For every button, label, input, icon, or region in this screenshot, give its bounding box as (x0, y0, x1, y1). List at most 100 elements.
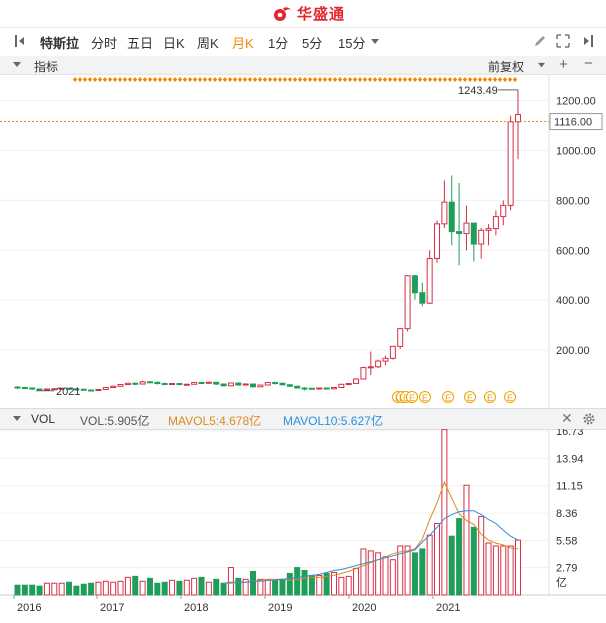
dividend-marker-icon[interactable] (504, 391, 516, 403)
candle[interactable] (367, 351, 374, 376)
candle[interactable] (198, 381, 205, 385)
tab-5min[interactable]: 5分 (302, 36, 323, 51)
volume-bar[interactable] (264, 579, 271, 596)
candle[interactable] (308, 387, 315, 390)
candle[interactable] (441, 180, 448, 228)
candle[interactable] (411, 274, 418, 300)
candle[interactable] (183, 383, 190, 386)
candle[interactable] (117, 384, 124, 387)
candle[interactable] (434, 220, 441, 263)
candle[interactable] (360, 366, 367, 380)
volume-bar[interactable] (478, 516, 485, 596)
candle[interactable] (29, 387, 36, 391)
gear-icon[interactable] (582, 412, 596, 426)
candle[interactable] (169, 383, 176, 386)
volume-bar[interactable] (441, 429, 448, 596)
candle[interactable] (294, 385, 301, 389)
candle[interactable] (301, 387, 308, 391)
volume-bar[interactable] (110, 581, 117, 596)
volume-bar[interactable] (242, 578, 249, 596)
fullscreen-icon[interactable] (556, 34, 570, 48)
volume-bar[interactable] (220, 582, 227, 596)
candle[interactable] (286, 384, 293, 387)
candle[interactable] (272, 381, 279, 385)
volume-bar[interactable] (330, 571, 337, 596)
candle[interactable] (279, 382, 286, 386)
candle[interactable] (323, 387, 330, 390)
volume-bar[interactable] (250, 570, 257, 596)
volume-bar[interactable] (213, 578, 220, 596)
candle[interactable] (242, 383, 249, 386)
volume-bar[interactable] (419, 548, 426, 596)
close-icon[interactable]: ✕ (561, 410, 573, 426)
volume-bar[interactable] (36, 585, 43, 596)
stock-name[interactable]: 特斯拉 (40, 36, 80, 51)
chevron-down-icon[interactable] (537, 62, 546, 69)
volume-bar[interactable] (132, 575, 139, 596)
dividend-marker-icon[interactable] (419, 391, 431, 403)
candle[interactable] (382, 355, 389, 366)
candle[interactable] (470, 222, 477, 262)
volume-bar[interactable] (382, 556, 389, 596)
candle[interactable] (463, 205, 470, 251)
candle[interactable] (110, 385, 117, 389)
chevron-down-icon[interactable] (370, 38, 380, 46)
volume-bar[interactable] (51, 582, 58, 596)
volume-bar[interactable] (66, 581, 73, 596)
volume-bar[interactable] (43, 582, 50, 596)
volume-bar[interactable] (257, 578, 264, 596)
volume-bar[interactable] (183, 579, 190, 596)
candle[interactable] (80, 388, 87, 391)
volume-bar[interactable] (169, 579, 176, 596)
candle[interactable] (88, 389, 95, 392)
candle[interactable] (397, 327, 404, 349)
volume-bar[interactable] (161, 581, 168, 596)
volume-bar[interactable] (375, 552, 382, 596)
candle[interactable] (73, 388, 80, 391)
candle[interactable] (66, 387, 73, 390)
volume-bar[interactable] (411, 552, 418, 596)
volume-bar[interactable] (154, 582, 161, 596)
candle[interactable] (485, 224, 492, 246)
dividend-marker-icon[interactable] (406, 391, 418, 403)
candle[interactable] (404, 275, 411, 332)
candle[interactable] (426, 250, 433, 304)
adjust-mode[interactable]: 前复权 (488, 60, 525, 74)
tab-monthly-k[interactable]: 月K (232, 36, 254, 51)
candle[interactable] (220, 383, 227, 387)
candle[interactable] (139, 380, 146, 385)
volume-bar[interactable] (279, 578, 286, 596)
volume-bar[interactable] (389, 559, 396, 596)
candle[interactable] (492, 210, 499, 236)
volume-bar[interactable] (88, 582, 95, 596)
volume-bar[interactable] (301, 570, 308, 596)
candle[interactable] (124, 382, 131, 386)
volume-bar[interactable] (198, 576, 205, 596)
candle[interactable] (43, 388, 50, 391)
volume-indicator-name[interactable]: VOL (31, 412, 56, 426)
dividend-marker-icon[interactable] (442, 391, 454, 403)
remove-indicator-button[interactable]: − (584, 55, 593, 72)
candle[interactable] (191, 382, 198, 385)
candle[interactable] (330, 387, 337, 390)
candle[interactable] (146, 381, 153, 384)
volume-bar[interactable] (286, 572, 293, 596)
tab-weekly-k[interactable]: 周K (197, 36, 219, 51)
candle[interactable] (264, 382, 271, 386)
candle[interactable] (375, 359, 382, 369)
volume-bar[interactable] (21, 584, 28, 596)
add-indicator-button[interactable]: + (559, 56, 568, 73)
volume-bar[interactable] (117, 580, 124, 596)
candle[interactable] (250, 383, 257, 388)
volume-bar[interactable] (146, 577, 153, 596)
draw-pencil-icon[interactable] (533, 34, 547, 48)
tab-1min[interactable]: 1分 (268, 36, 289, 51)
indicator-label[interactable]: 指标 (34, 60, 59, 74)
candle[interactable] (500, 200, 507, 226)
volume-bar[interactable] (29, 584, 36, 596)
volume-bar[interactable] (507, 545, 514, 596)
volume-bar[interactable] (191, 577, 198, 596)
volume-bar[interactable] (353, 568, 360, 596)
volume-bar[interactable] (272, 579, 279, 596)
candle[interactable] (507, 115, 514, 211)
